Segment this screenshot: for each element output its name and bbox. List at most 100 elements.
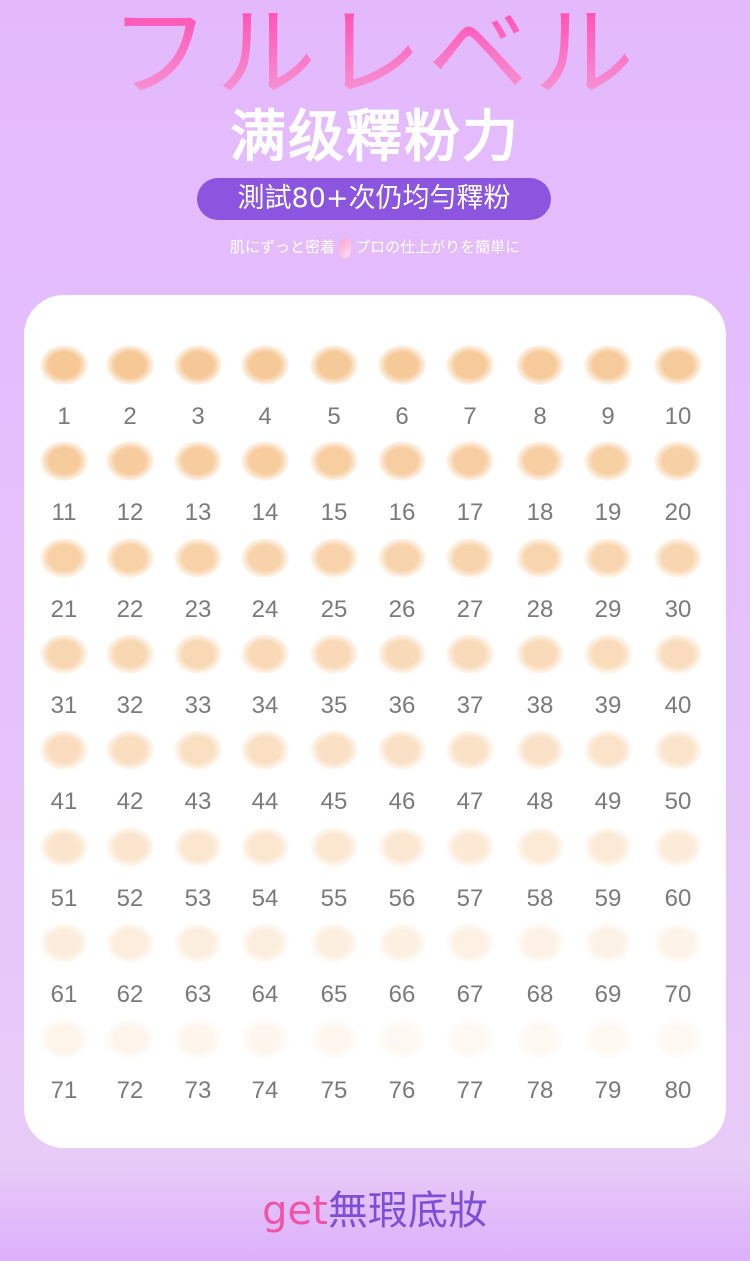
swatch-number: 31 (50, 691, 78, 719)
powder-swatch (584, 537, 632, 578)
swatch-number: 76 (388, 1077, 416, 1105)
swatch-number: 26 (388, 595, 416, 623)
powder-swatch (584, 633, 632, 674)
powder-swatch (654, 922, 702, 963)
powder-swatch (40, 537, 88, 578)
swatch-number: 12 (116, 499, 144, 527)
powder-swatch (106, 922, 154, 963)
powder-swatch (584, 826, 632, 867)
swatch-grid-card: 1 2 3 4 5 6 7 8 9 10 11 12 13 14 15 16 17 18 19 20 21 22 23 24 2… (24, 295, 726, 1148)
swatch-number: 6 (395, 403, 409, 430)
swatch-item: 76 (368, 973, 436, 1104)
powder-swatch (106, 633, 154, 674)
swatch-item: 12 (96, 395, 164, 526)
powder-swatch (241, 633, 289, 674)
swatch-item: 20 (644, 395, 712, 526)
swatch-number: 24 (251, 595, 279, 623)
swatch-item: 52 (96, 781, 164, 912)
swatch-item: 80 (644, 973, 712, 1104)
powder-swatch (378, 1019, 426, 1060)
swatch-item: 64 (231, 877, 299, 1008)
swatch-number: 22 (116, 595, 144, 623)
powder-swatch (516, 826, 564, 867)
swatch-item: 62 (96, 877, 164, 1008)
swatch-number: 33 (184, 691, 212, 719)
powder-swatch (174, 730, 222, 771)
swatch-number: 70 (664, 980, 692, 1008)
powder-swatch (378, 441, 426, 482)
powder-swatch (654, 537, 702, 578)
swatch-item: 29 (574, 492, 642, 623)
swatch-item: 19 (574, 395, 642, 526)
swatch-number: 39 (594, 691, 622, 719)
swatch-item: 2 (96, 299, 164, 430)
powder-swatch (310, 922, 358, 963)
powder-swatch (654, 826, 702, 867)
powder-swatch (241, 922, 289, 963)
swatch-number: 4 (258, 403, 272, 430)
powder-swatch (106, 345, 154, 385)
swatch-number: 74 (251, 1077, 279, 1105)
powder-swatch (310, 730, 358, 771)
powder-swatch (446, 537, 494, 578)
swatch-item: 11 (30, 395, 98, 526)
swatch-number: 60 (664, 884, 692, 912)
swatch-number: 21 (50, 595, 78, 623)
powder-swatch (174, 537, 222, 578)
swatch-number: 62 (116, 980, 144, 1008)
footer-slogan: get無瑕底妝 (0, 1178, 750, 1236)
swatch-number: 1 (57, 403, 71, 430)
powder-swatch (516, 441, 564, 482)
swatch-item: 61 (30, 877, 98, 1008)
swatch-item: 26 (368, 492, 436, 623)
swatch-number: 34 (251, 691, 279, 719)
swatch-number: 61 (50, 980, 78, 1008)
powder-swatch (40, 441, 88, 482)
swatch-number: 14 (251, 499, 279, 527)
subtitle-badge: 測試80+次仍均勻釋粉 (197, 178, 551, 220)
powder-swatch (241, 826, 289, 867)
swatch-item: 36 (368, 588, 436, 719)
swatch-number: 58 (526, 884, 554, 912)
swatch-item: 63 (164, 877, 232, 1008)
swatch-number: 43 (184, 788, 212, 816)
swatch-item: 74 (231, 973, 299, 1104)
powder-swatch (40, 826, 88, 867)
swatch-number: 2 (123, 403, 137, 430)
swatch-item: 16 (368, 395, 436, 526)
powder-swatch (106, 1019, 154, 1060)
swatch-item: 15 (300, 395, 368, 526)
powder-swatch (584, 922, 632, 963)
swatch-number: 78 (526, 1077, 554, 1105)
swatch-item: 3 (164, 299, 232, 430)
tagline-left: 肌にずっと密着 (229, 238, 336, 256)
swatch-number: 48 (526, 788, 554, 816)
powder-swatch (310, 826, 358, 867)
powder-swatch (174, 345, 222, 385)
powder-swatch (516, 633, 564, 674)
swatch-number: 19 (594, 499, 622, 527)
swatch-item: 18 (506, 395, 574, 526)
powder-swatch (241, 441, 289, 482)
tagline-right: プロの仕上がりを簡単に (355, 238, 521, 256)
swatch-number: 77 (456, 1077, 484, 1105)
swatch-number: 37 (456, 691, 484, 719)
swatch-item: 53 (164, 781, 232, 912)
swatch-number: 72 (116, 1077, 144, 1105)
swatch-number: 63 (184, 980, 212, 1008)
powder-swatch (310, 633, 358, 674)
swatch-item: 24 (231, 492, 299, 623)
swatch-number: 30 (664, 595, 692, 623)
powder-swatch (310, 1019, 358, 1060)
swatch-item: 69 (574, 877, 642, 1008)
powder-swatch (378, 922, 426, 963)
swatch-item: 30 (644, 492, 712, 623)
swatch-item: 51 (30, 781, 98, 912)
swatch-item: 48 (506, 684, 574, 815)
swatch-number: 64 (251, 980, 279, 1008)
powder-swatch (584, 345, 632, 385)
swatch-item: 17 (436, 395, 504, 526)
swatch-item: 57 (436, 781, 504, 912)
swatch-number: 54 (251, 884, 279, 912)
swatch-item: 60 (644, 781, 712, 912)
